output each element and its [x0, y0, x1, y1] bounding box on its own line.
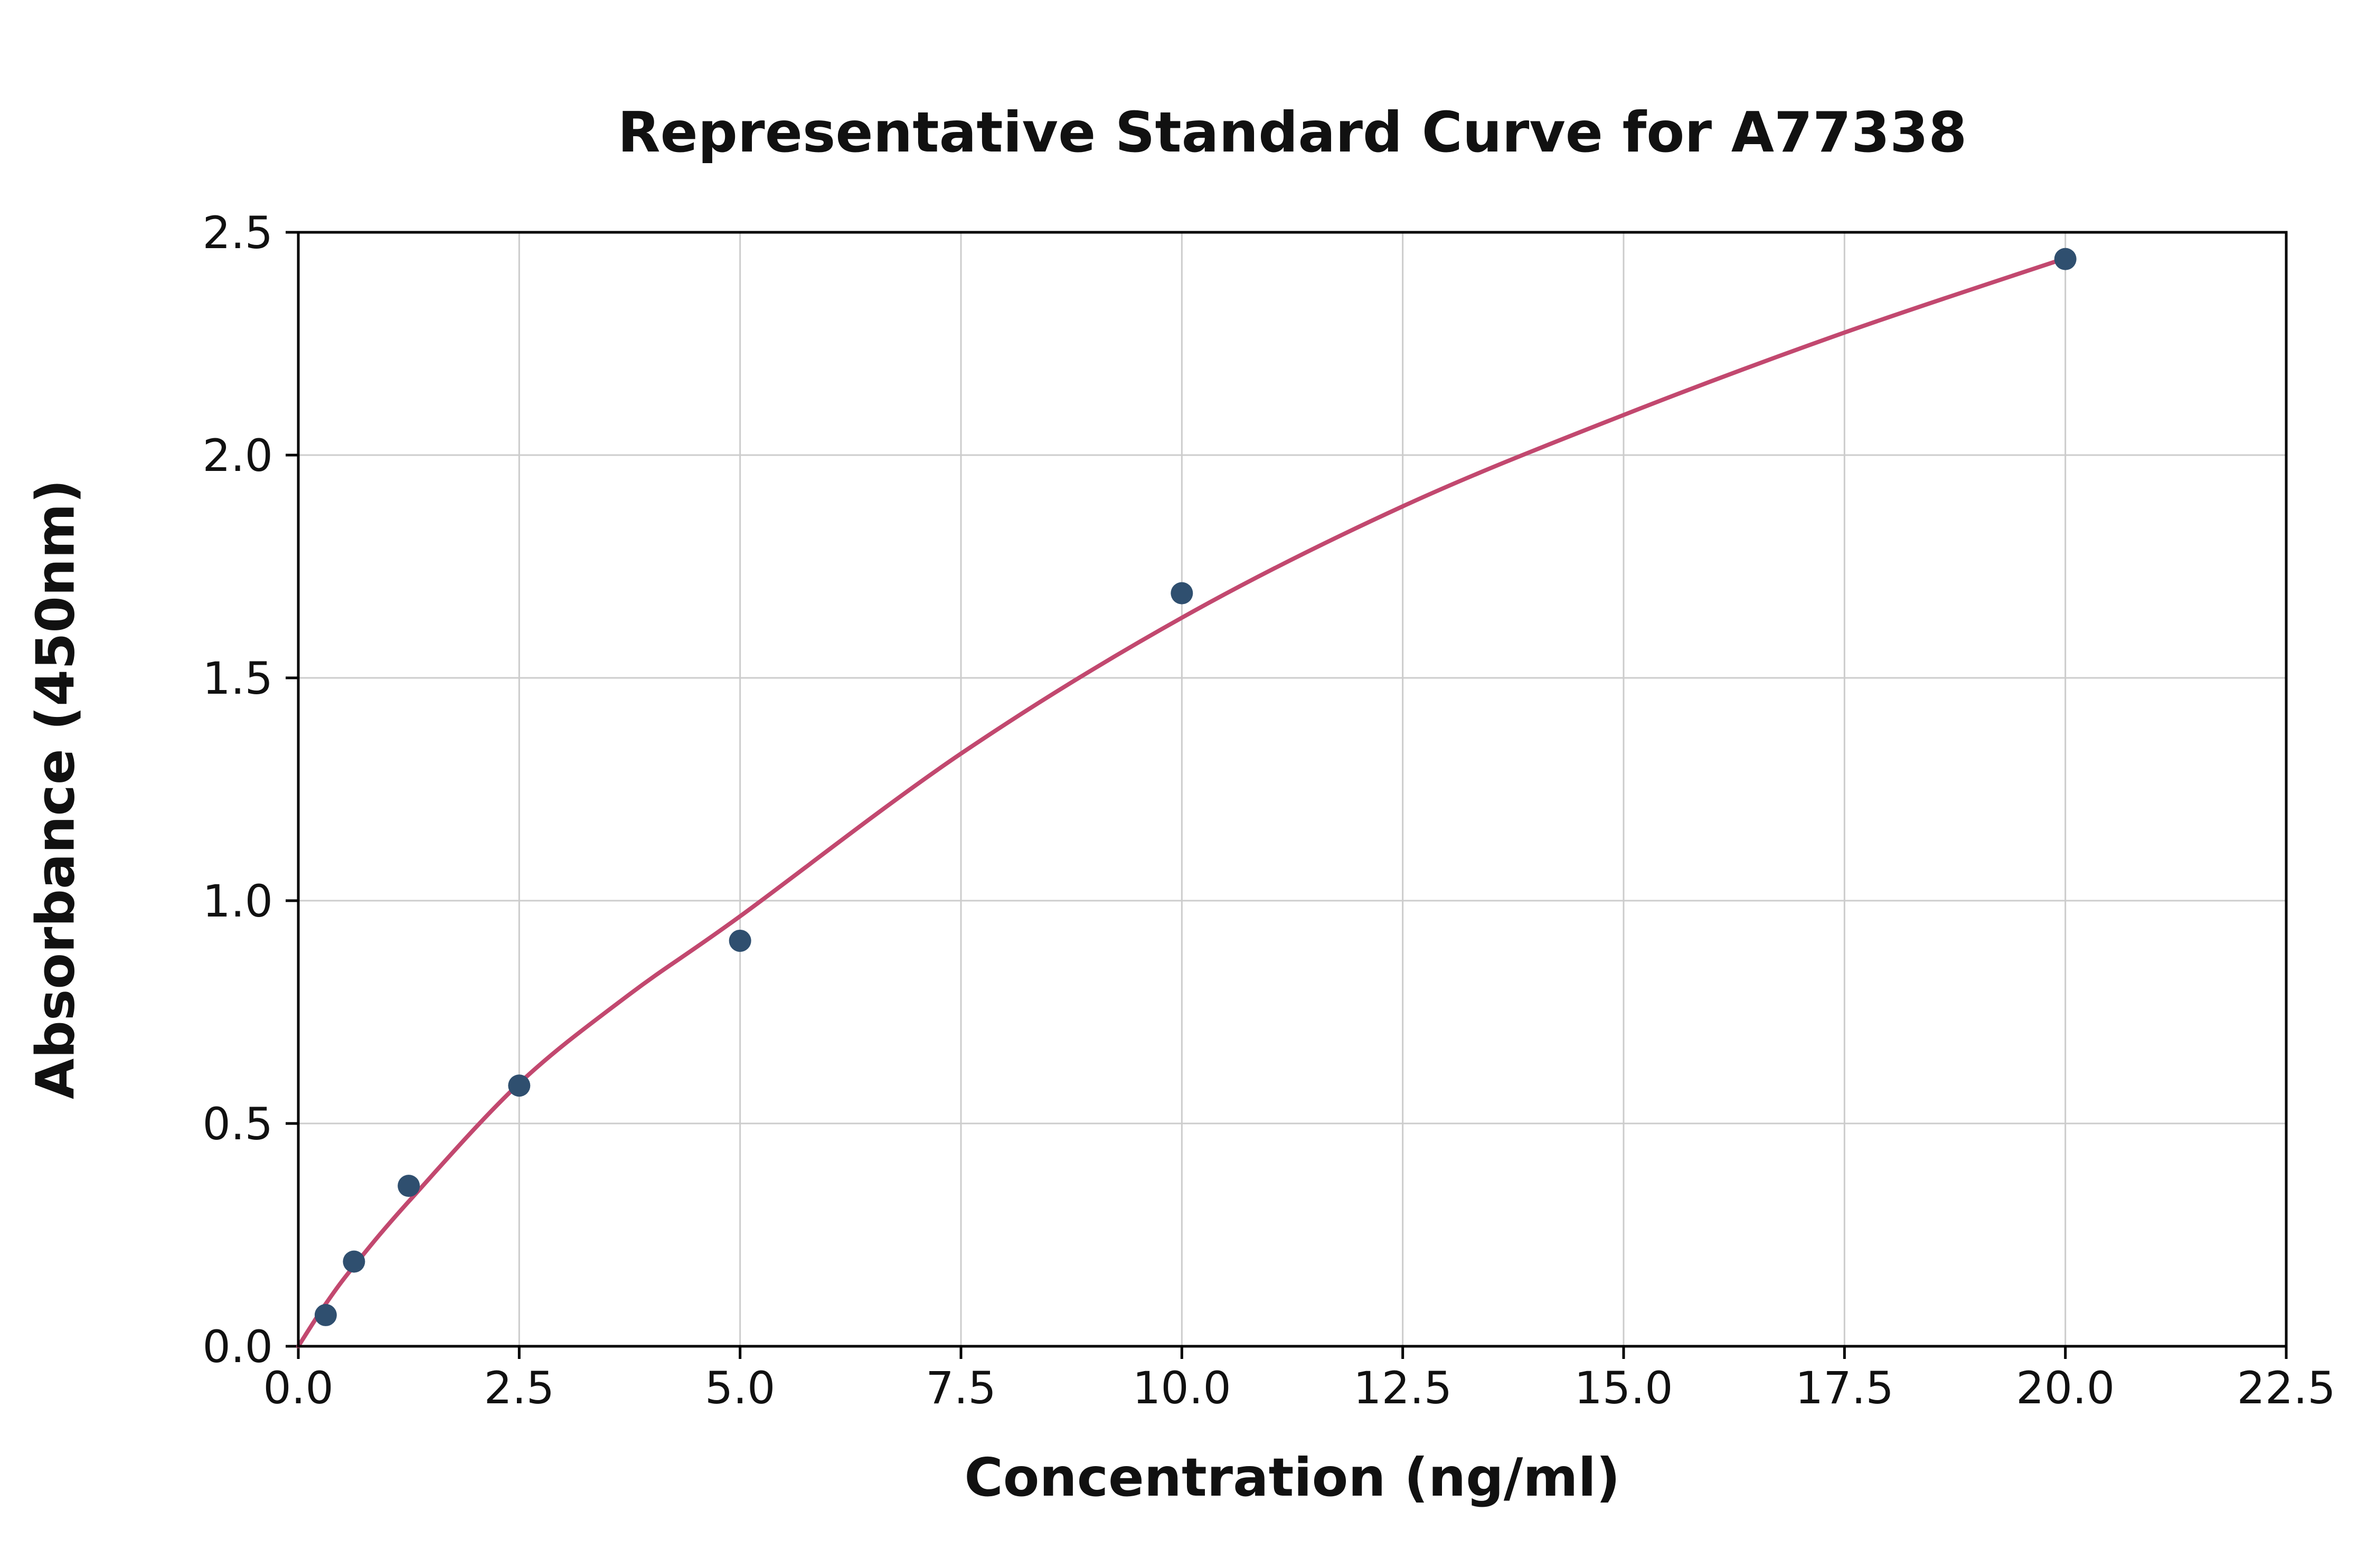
x-tick-label: 17.5 — [1795, 1362, 1894, 1414]
y-tick-label: 1.5 — [202, 653, 273, 704]
data-point — [2054, 248, 2077, 270]
x-tick-label: 10.0 — [1133, 1362, 1231, 1414]
data-point — [508, 1074, 531, 1097]
fit-curve — [296, 254, 2072, 1348]
x-tick-label: 15.0 — [1574, 1362, 1673, 1414]
data-point — [1171, 582, 1193, 604]
y-tick-label: 0.0 — [202, 1321, 273, 1373]
data-point — [398, 1175, 420, 1197]
x-tick-label: 20.0 — [2016, 1362, 2115, 1414]
x-tick-label: 2.5 — [484, 1362, 555, 1414]
y-tick-label: 1.0 — [202, 875, 273, 927]
x-tick-label: 5.0 — [705, 1362, 776, 1414]
data-point — [729, 929, 751, 952]
x-tick-label: 12.5 — [1353, 1362, 1452, 1414]
plot-border — [297, 231, 2288, 1348]
data-point — [314, 1303, 337, 1326]
data-point — [343, 1250, 365, 1273]
x-tick-label: 7.5 — [926, 1362, 996, 1414]
chart-title: Representative Standard Curve for A77338 — [617, 100, 1967, 165]
x-tick-label: 22.5 — [2237, 1362, 2335, 1414]
y-tick-label: 2.5 — [202, 207, 273, 259]
y-tick-label: 0.5 — [202, 1098, 273, 1150]
y-tick-label: 2.0 — [202, 430, 273, 481]
x-axis-label: Concentration (ng/ml) — [964, 1447, 1620, 1508]
x-tick-label: 0.0 — [263, 1362, 334, 1414]
